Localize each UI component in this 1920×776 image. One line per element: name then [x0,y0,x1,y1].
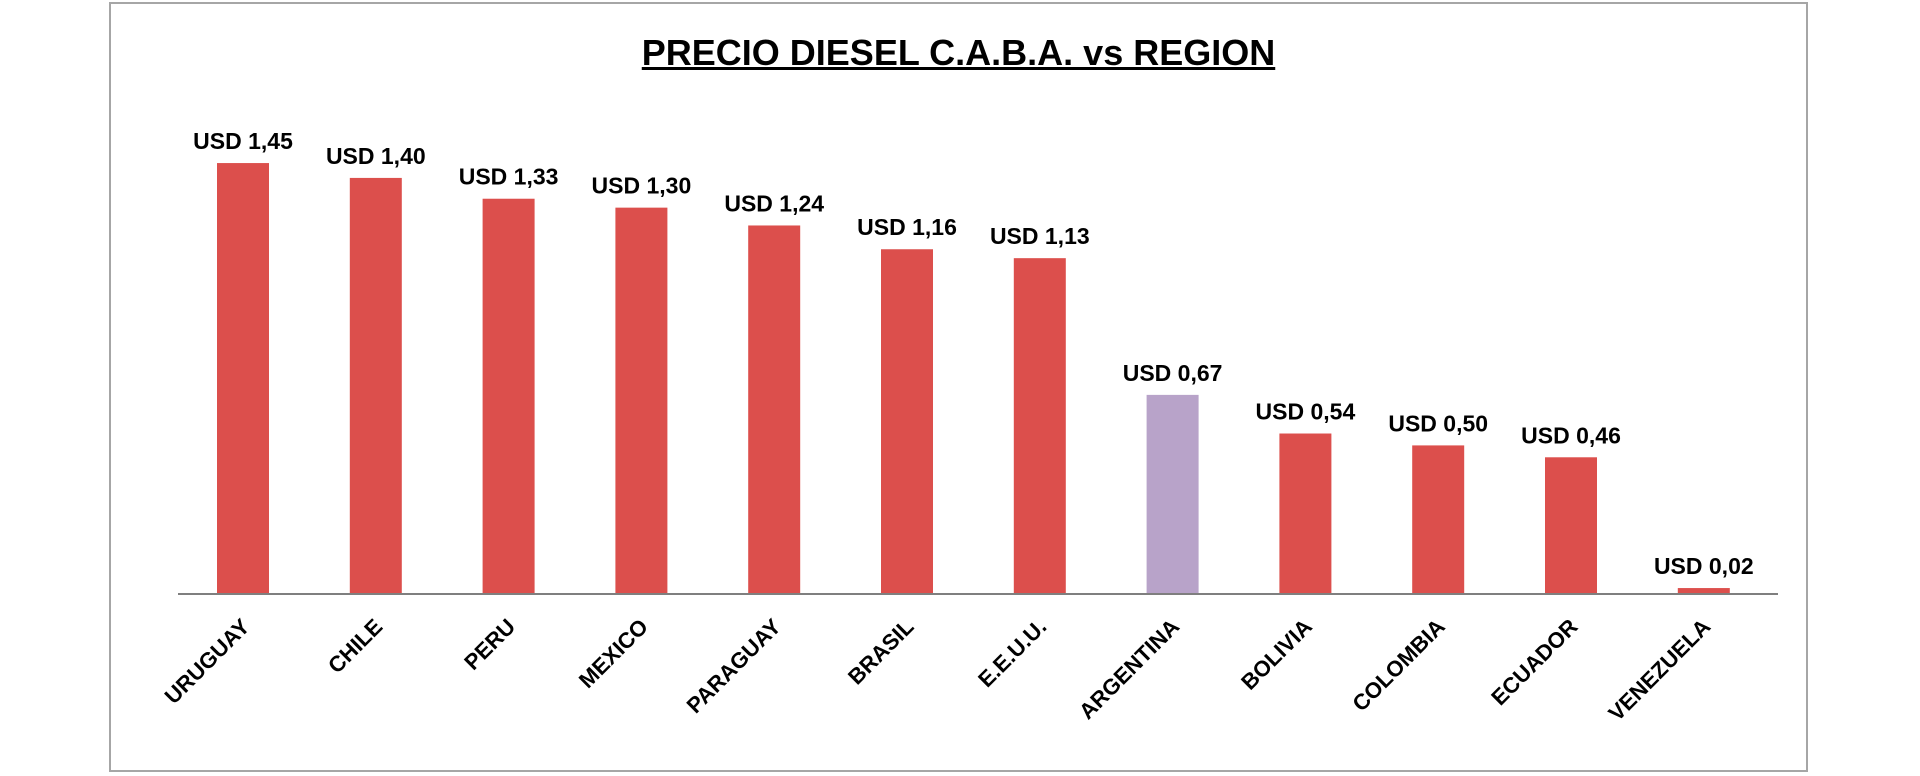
value-label-venezuela: USD 0,02 [1654,553,1754,579]
category-label-mexico: MEXICO [574,614,653,693]
bar-paraguay [748,225,801,595]
category-label-e-e-u-u: E.E.U.U. [973,614,1051,692]
value-label-ecuador: USD 0,46 [1521,422,1621,448]
value-label-peru: USD 1,33 [459,164,559,190]
value-label-e-e-u-u: USD 1,13 [990,223,1090,249]
category-label-paraguay: PARAGUAY [682,614,786,718]
bar-argentina [1146,394,1199,594]
bar-ecuador [1545,457,1597,594]
value-label-chile: USD 1,40 [326,143,426,169]
category-label-colombia: COLOMBIA [1347,614,1449,716]
category-label-chile: CHILE [323,614,387,678]
value-label-bolivia: USD 0,54 [1256,399,1356,425]
bar-brasil [881,249,933,595]
value-label-brasil: USD 1,16 [857,214,957,240]
bar-uruguay [217,163,269,594]
bar-chile [349,177,402,595]
category-label-uruguay: URUGUAY [160,614,255,709]
bar-colombia [1412,445,1465,594]
value-label-colombia: USD 0,50 [1388,410,1488,436]
bar-mexico [615,207,668,594]
value-labels-group: USD 1,45 USD 1,40 USD 1,33 USD 1,30 USD 1,24… [193,128,1754,579]
category-label-ecuador: ECUADOR [1486,614,1582,710]
bar-peru [482,198,535,594]
value-label-mexico: USD 1,30 [592,173,692,199]
bar-venezuela [1677,588,1730,594]
category-label-brasil: BRASIL [843,614,919,690]
value-label-paraguay: USD 1,24 [724,190,824,216]
bar-bolivia [1279,433,1332,594]
bars-group [217,163,1730,595]
category-labels-group: URUGUAY CHILE PERU MEXICO PARAGUAY BRASIL E.E.… [160,614,1716,726]
value-label-argentina: USD 0,67 [1123,360,1223,386]
category-label-peru: PERU [459,614,520,675]
category-label-argentina: ARGENTINA [1074,614,1184,724]
value-label-uruguay: USD 1,45 [193,128,293,154]
category-label-bolivia: BOLIVIA [1236,614,1317,695]
chart-title: PRECIO DIESEL C.A.B.A. vs REGION [641,32,1276,73]
bar-e-e-u-u [1013,258,1066,594]
category-label-venezuela: VENEZUELA [1603,614,1715,726]
